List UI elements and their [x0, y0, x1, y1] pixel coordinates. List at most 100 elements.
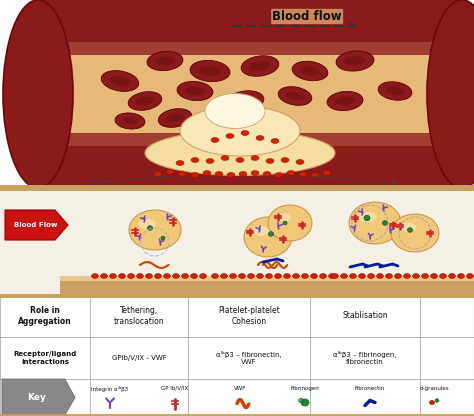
Ellipse shape	[268, 232, 273, 236]
Ellipse shape	[226, 134, 234, 139]
Ellipse shape	[220, 273, 228, 278]
Polygon shape	[2, 379, 75, 415]
Ellipse shape	[292, 273, 300, 278]
Bar	[60, 276, 474, 281]
Ellipse shape	[345, 57, 365, 66]
Ellipse shape	[287, 171, 295, 176]
Ellipse shape	[147, 52, 183, 71]
Ellipse shape	[286, 92, 304, 100]
Ellipse shape	[182, 273, 189, 278]
Ellipse shape	[311, 173, 319, 178]
Ellipse shape	[283, 273, 291, 278]
Ellipse shape	[118, 273, 126, 278]
Ellipse shape	[281, 158, 289, 163]
Bar	[38, 146, 462, 188]
Ellipse shape	[180, 106, 300, 156]
Ellipse shape	[349, 273, 356, 278]
Ellipse shape	[256, 273, 264, 278]
Ellipse shape	[251, 156, 259, 161]
Ellipse shape	[394, 273, 401, 278]
Ellipse shape	[252, 226, 269, 236]
Ellipse shape	[173, 273, 180, 278]
Text: αᴵᵇβ3 – fibronectin,
VWF: αᴵᵇβ3 – fibronectin, VWF	[216, 351, 282, 366]
Bar	[0, 185, 474, 191]
Ellipse shape	[421, 273, 428, 278]
Ellipse shape	[251, 171, 259, 176]
Text: Tethering,
translocation: Tethering, translocation	[114, 306, 164, 327]
Ellipse shape	[427, 0, 474, 188]
Ellipse shape	[109, 273, 117, 278]
Bar	[0, 188, 474, 295]
Ellipse shape	[229, 273, 237, 278]
Ellipse shape	[238, 273, 246, 278]
Ellipse shape	[400, 223, 416, 232]
Ellipse shape	[323, 171, 331, 176]
Ellipse shape	[147, 226, 153, 230]
Ellipse shape	[235, 97, 255, 106]
Text: GP Ib/V/IX: GP Ib/V/IX	[161, 386, 189, 391]
Ellipse shape	[136, 97, 154, 105]
Ellipse shape	[191, 273, 198, 278]
Bar	[0, 294, 474, 298]
Ellipse shape	[376, 273, 383, 278]
Ellipse shape	[265, 273, 273, 278]
Ellipse shape	[191, 158, 199, 163]
FancyBboxPatch shape	[38, 0, 462, 188]
Ellipse shape	[439, 273, 447, 278]
Ellipse shape	[378, 82, 412, 100]
Ellipse shape	[349, 202, 401, 244]
Ellipse shape	[278, 87, 312, 105]
Ellipse shape	[244, 217, 292, 257]
Text: Integrin αᴵᵇβ3: Integrin αᴵᵇβ3	[91, 386, 128, 391]
Polygon shape	[5, 210, 68, 240]
Ellipse shape	[247, 273, 255, 278]
Ellipse shape	[435, 399, 439, 402]
Ellipse shape	[466, 273, 474, 278]
Text: αᴵᵇβ3 – fibrinogen,
fibronectin: αᴵᵇβ3 – fibrinogen, fibronectin	[333, 351, 397, 366]
Ellipse shape	[137, 273, 144, 278]
Ellipse shape	[109, 76, 130, 86]
Ellipse shape	[364, 215, 370, 221]
Text: GPIb/V/IX - VWF: GPIb/V/IX - VWF	[111, 355, 166, 361]
Ellipse shape	[386, 87, 404, 95]
Bar	[38, 42, 462, 55]
Ellipse shape	[190, 60, 230, 82]
Ellipse shape	[145, 131, 335, 176]
Ellipse shape	[263, 171, 271, 176]
Ellipse shape	[200, 273, 207, 278]
Ellipse shape	[227, 173, 235, 178]
Ellipse shape	[226, 91, 264, 111]
Ellipse shape	[429, 401, 435, 404]
Ellipse shape	[340, 273, 347, 278]
Ellipse shape	[166, 114, 184, 122]
Ellipse shape	[268, 205, 312, 241]
Text: Platelet-platelet
Cohesion: Platelet-platelet Cohesion	[218, 306, 280, 327]
Ellipse shape	[328, 273, 336, 278]
Ellipse shape	[155, 57, 175, 65]
Ellipse shape	[310, 273, 318, 278]
Ellipse shape	[300, 67, 320, 75]
Ellipse shape	[191, 173, 199, 178]
Ellipse shape	[128, 273, 135, 278]
Ellipse shape	[128, 92, 162, 110]
Ellipse shape	[301, 399, 309, 406]
Ellipse shape	[178, 171, 186, 176]
Ellipse shape	[301, 273, 309, 278]
Ellipse shape	[412, 273, 419, 278]
Ellipse shape	[100, 273, 108, 278]
Text: Receptor/ligand
interactions: Receptor/ligand interactions	[13, 351, 77, 365]
Ellipse shape	[158, 109, 192, 127]
Ellipse shape	[154, 171, 162, 176]
Ellipse shape	[211, 273, 219, 278]
Ellipse shape	[176, 161, 184, 166]
Bar	[38, 55, 462, 133]
Ellipse shape	[358, 273, 365, 278]
Ellipse shape	[266, 158, 274, 163]
Text: Key: Key	[27, 393, 46, 402]
Ellipse shape	[385, 273, 392, 278]
Ellipse shape	[236, 158, 244, 163]
Ellipse shape	[205, 94, 265, 129]
Ellipse shape	[367, 273, 374, 278]
Ellipse shape	[241, 56, 279, 76]
Text: VWF: VWF	[234, 386, 246, 391]
